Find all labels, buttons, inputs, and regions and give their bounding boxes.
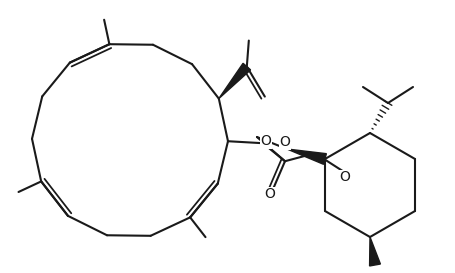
Polygon shape [369, 237, 380, 266]
Polygon shape [219, 63, 251, 99]
Text: O: O [279, 135, 290, 149]
Text: O: O [261, 134, 272, 148]
Text: O: O [264, 187, 275, 201]
Text: O: O [339, 170, 350, 184]
Polygon shape [287, 149, 326, 164]
